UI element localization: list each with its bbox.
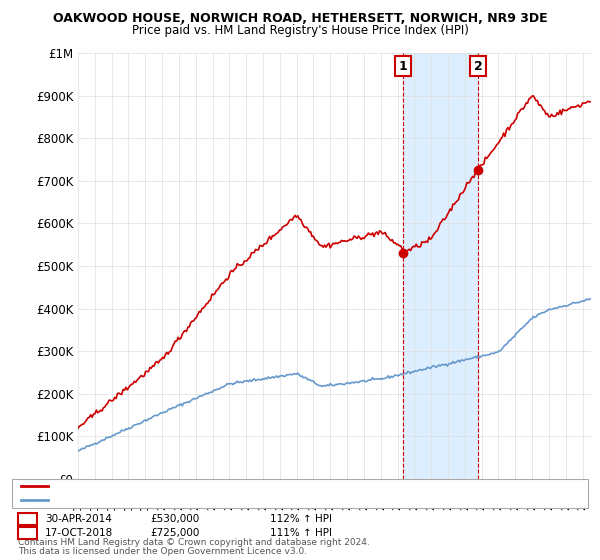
Text: HPI: Average price, detached house, South Norfolk: HPI: Average price, detached house, Sout… [51,494,298,505]
Text: 112% ↑ HPI: 112% ↑ HPI [270,514,332,524]
Text: 2: 2 [474,59,482,73]
Text: 1: 1 [399,59,407,73]
Bar [403,53,478,479]
Text: Price paid vs. HM Land Registry's House Price Index (HPI): Price paid vs. HM Land Registry's House … [131,24,469,36]
Text: Contains HM Land Registry data © Crown copyright and database right 2024.: Contains HM Land Registry data © Crown c… [18,538,370,547]
Text: 1: 1 [23,512,32,526]
Text: 17-OCT-2018: 17-OCT-2018 [45,528,113,538]
Text: This data is licensed under the Open Government Licence v3.0.: This data is licensed under the Open Gov… [18,547,307,556]
Text: 111% ↑ HPI: 111% ↑ HPI [270,528,332,538]
Text: OAKWOOD HOUSE, NORWICH ROAD, HETHERSETT, NORWICH, NR9 3DE: OAKWOOD HOUSE, NORWICH ROAD, HETHERSETT,… [53,12,547,25]
Text: 30-APR-2014: 30-APR-2014 [45,514,112,524]
Text: £530,000: £530,000 [150,514,199,524]
Text: OAKWOOD HOUSE, NORWICH ROAD, HETHERSETT, NORWICH, NR9 3DE (detached house: OAKWOOD HOUSE, NORWICH ROAD, HETHERSETT,… [51,480,487,491]
Text: 2: 2 [23,526,32,540]
Text: £725,000: £725,000 [150,528,199,538]
